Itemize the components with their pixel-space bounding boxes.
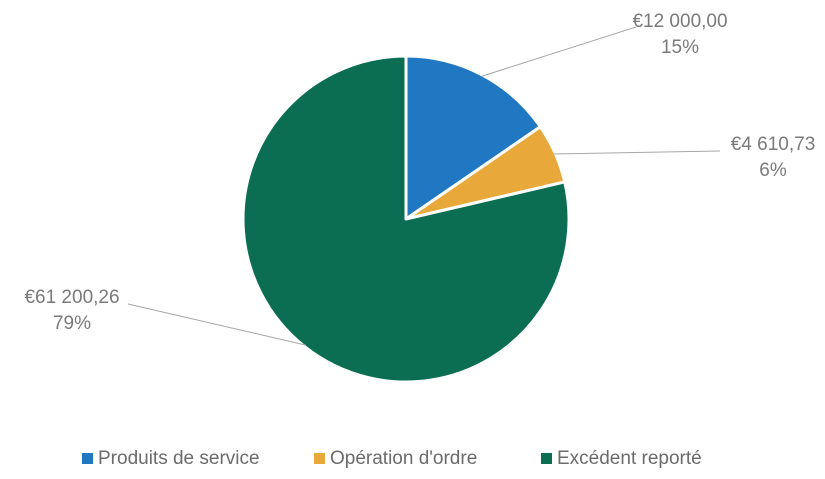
leader-line-2 — [553, 150, 721, 155]
percent-label-1: 15% — [661, 37, 699, 58]
legend-swatch-2 — [314, 453, 325, 464]
percent-label-3: 79% — [53, 313, 91, 334]
legend: Produits de service Opération d'ordre Excé… — [82, 448, 702, 469]
data-labels: €12 000,00 15% €4 610,73 6% €61 200,26 79% — [24, 11, 815, 334]
pie-slice-1 — [404, 54, 542, 221]
percent-label-2: 6% — [759, 160, 787, 181]
leader-line-1 — [480, 26, 637, 77]
pie-slices — [241, 54, 571, 384]
legend-swatch-3 — [541, 453, 552, 464]
legend-label-3: Excédent reporté — [557, 448, 702, 469]
legend-swatch-1 — [82, 453, 93, 464]
value-label-3: €61 200,26 — [24, 287, 119, 308]
legend-label-2: Opération d'ordre — [330, 448, 477, 469]
legend-label-1: Produits de service — [98, 448, 260, 469]
value-label-1: €12 000,00 — [632, 11, 727, 32]
pie-slice-3 — [241, 54, 571, 384]
leader-lines — [127, 26, 721, 346]
leader-line-3 — [127, 303, 307, 346]
value-label-2: €4 610,73 — [731, 134, 816, 155]
